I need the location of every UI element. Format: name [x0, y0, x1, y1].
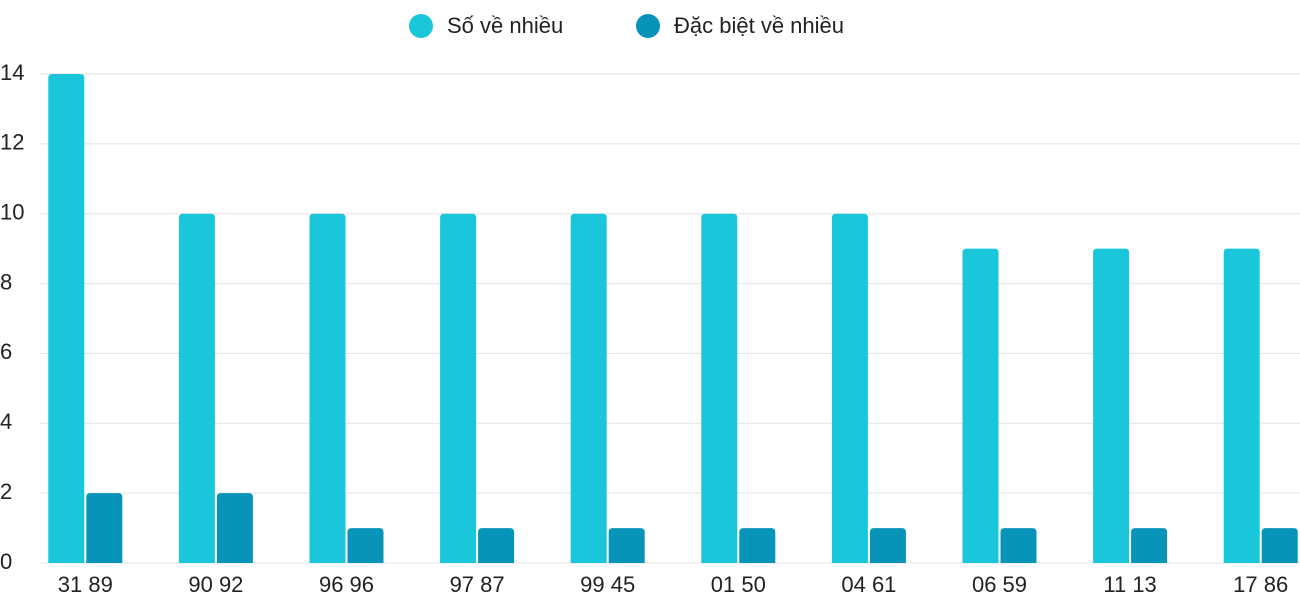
legend-label: Số về nhiều — [447, 13, 563, 38]
bar — [1261, 528, 1298, 563]
bar — [570, 213, 607, 563]
y-tick-label: 0 — [0, 549, 12, 574]
bar — [216, 493, 253, 563]
legend-label: Đặc biệt về nhiều — [674, 13, 844, 38]
x-tick-label: 06 59 — [972, 572, 1027, 597]
bar — [86, 493, 123, 563]
bar — [440, 213, 477, 563]
bar — [608, 528, 645, 563]
y-tick-label: 4 — [0, 409, 12, 434]
x-tick-label: 90 92 — [188, 572, 243, 597]
legend-marker — [409, 14, 433, 38]
bar — [701, 213, 738, 563]
y-tick-label: 12 — [0, 130, 24, 155]
x-tick-label: 96 96 — [319, 572, 374, 597]
bar — [831, 213, 868, 563]
legend-marker — [636, 14, 660, 38]
x-tick-label: 17 86 — [1233, 572, 1288, 597]
bar — [178, 213, 215, 563]
y-tick-label: 10 — [0, 200, 24, 225]
bar — [347, 528, 384, 563]
bar — [962, 248, 999, 563]
x-tick-label: 04 61 — [841, 572, 896, 597]
bar — [1000, 528, 1037, 563]
y-tick-label: 14 — [0, 60, 24, 85]
x-tick-label: 11 13 — [1103, 572, 1156, 597]
bar — [48, 74, 85, 563]
x-tick-label: 97 87 — [450, 572, 505, 597]
bar — [739, 528, 776, 563]
bar — [478, 528, 515, 563]
bar — [869, 528, 906, 563]
bar — [1093, 248, 1130, 563]
y-tick-label: 8 — [0, 269, 12, 294]
bar — [309, 213, 346, 563]
y-tick-label: 6 — [0, 339, 12, 364]
bar — [1131, 528, 1168, 563]
bar — [1223, 248, 1260, 563]
x-tick-label: 31 89 — [58, 572, 113, 597]
x-tick-label: 01 50 — [711, 572, 766, 597]
x-tick-label: 99 45 — [580, 572, 635, 597]
y-tick-label: 2 — [0, 479, 12, 504]
